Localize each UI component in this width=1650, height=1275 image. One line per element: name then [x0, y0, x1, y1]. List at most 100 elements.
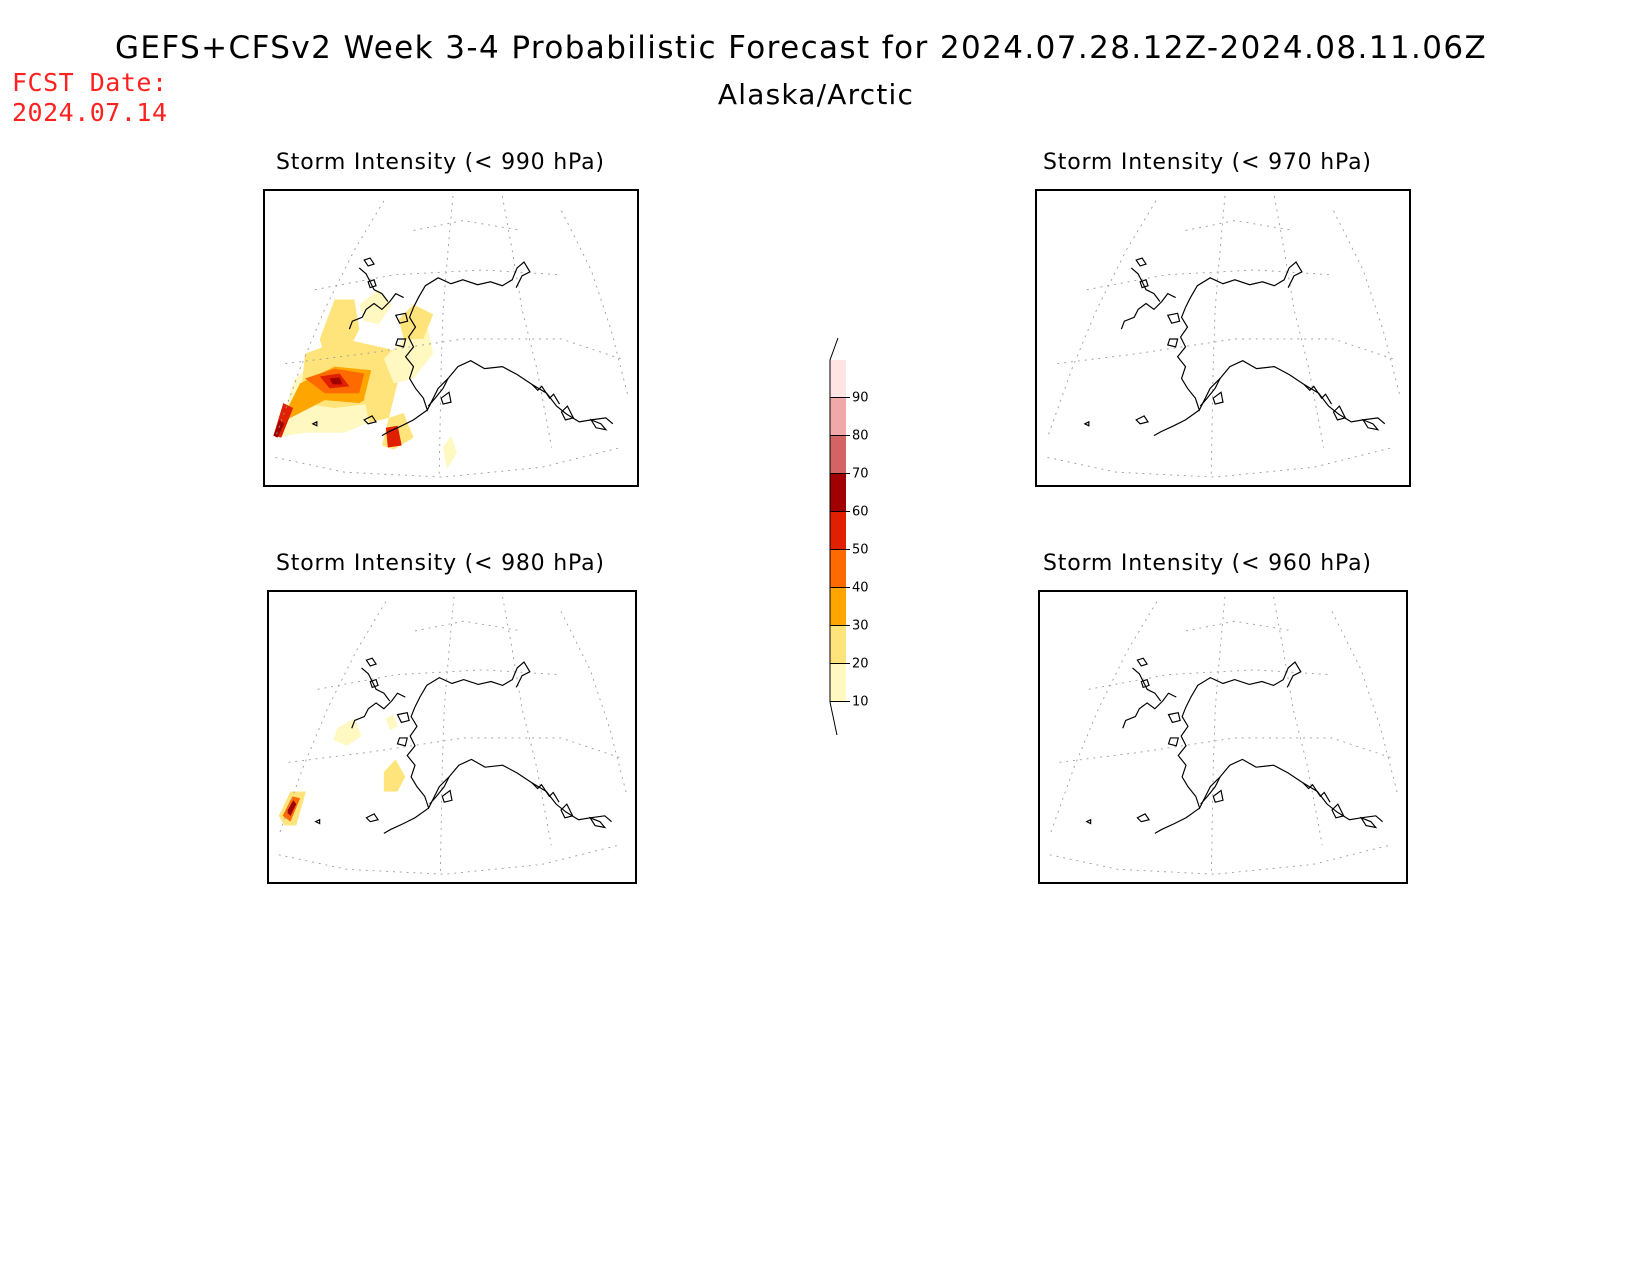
graticule-line [413, 220, 523, 231]
coastline-segment [1166, 338, 1179, 348]
graticule-line [1273, 596, 1323, 846]
map-panel-990 [263, 189, 639, 487]
coastline-segment [1166, 312, 1181, 324]
colorbar-box [830, 664, 846, 702]
graticule-line [1185, 620, 1294, 632]
coastline-segment [1154, 807, 1200, 834]
coastline-segment [427, 378, 449, 407]
coastline-segment [1139, 279, 1149, 289]
colorbar-box [830, 550, 846, 588]
graticule-line [285, 338, 621, 365]
figure-title: GEFS+CFSv2 Week 3-4 Probabilistic Foreca… [115, 30, 1488, 66]
graticule-line [502, 596, 552, 846]
coastline-segment [1135, 415, 1149, 425]
graticule-line [1046, 200, 1157, 438]
figure-subtitle: Alaska/Arctic [717, 78, 915, 111]
coastline-segment [367, 279, 377, 289]
coastline-segment [1122, 692, 1177, 729]
map-980 [278, 596, 628, 875]
probability-shading-980 [278, 714, 406, 826]
colorbar-top-end [830, 338, 846, 360]
coastline-segment [1136, 657, 1149, 667]
graticule-line [1210, 195, 1226, 478]
coastline-segment [406, 706, 612, 823]
map-970 [1046, 195, 1402, 478]
coastline-segment [1083, 420, 1090, 427]
graticule-line [1049, 601, 1158, 836]
graticule-line [1059, 737, 1391, 763]
colorbar-box [830, 398, 846, 436]
coastline-segment [589, 418, 608, 431]
graticule-line [1086, 269, 1334, 291]
colorbar-labels: 10 20 30 40 50 60 70 80 90 [830, 391, 869, 710]
forecast-date-block: FCST Date: 2024.07.14 [12, 68, 168, 128]
coastline-segment [429, 776, 450, 805]
coastline-segment [1303, 383, 1333, 405]
coastline-segment [560, 405, 575, 421]
coastline-segment [412, 261, 531, 308]
panel-title-960: Storm Intensity (< 960 hPa) [1043, 551, 1372, 576]
colorbar-tick-label: 60 [852, 505, 869, 520]
coastline-segment [531, 782, 560, 803]
coastline-segment [1332, 405, 1347, 421]
coastline-segment [351, 692, 406, 729]
map-990 [273, 195, 630, 478]
coastline-segment [1167, 737, 1179, 747]
coastline-segment [1361, 418, 1380, 431]
graticule-line [1331, 611, 1399, 797]
colorbar-tick-label: 30 [852, 619, 869, 634]
coastline-segment [1136, 813, 1150, 823]
graticule-line [317, 669, 562, 690]
graticule-line [288, 737, 620, 763]
coastline-segment [363, 415, 377, 425]
colorbar-box [830, 512, 846, 550]
coastline-segment [560, 803, 574, 819]
graticule-line [314, 269, 562, 291]
graticule-line [1088, 669, 1333, 690]
coastline-segment [396, 711, 410, 724]
map-panel-980 [267, 590, 637, 884]
coastline-segment [358, 267, 389, 302]
colorbar-box [830, 436, 846, 474]
coastline-segment [381, 409, 428, 437]
coastline-segment [1132, 667, 1162, 702]
coastline-segment [361, 667, 391, 702]
coastline-segment [311, 420, 318, 427]
probability-shading-990 [273, 289, 457, 470]
coastline-segment [404, 307, 614, 425]
graticule-line [1049, 844, 1391, 875]
coastline-segment [1167, 711, 1181, 724]
colorbar-tick-label: 70 [852, 467, 869, 482]
coastline-segment [440, 391, 452, 405]
colorbar: 10 20 30 40 50 60 70 80 90 [829, 337, 869, 735]
coastline-segment [1212, 391, 1224, 405]
forecast-date-label: FCST Date: [12, 68, 168, 97]
map-960 [1049, 596, 1399, 875]
graticule-line [1273, 195, 1325, 448]
graticule-line [501, 195, 553, 448]
coastline-segment [1199, 378, 1221, 407]
colorbar-outline [829, 337, 839, 735]
graticule-line [1333, 210, 1402, 399]
graticule-line [561, 210, 630, 399]
coastline-segment [365, 813, 379, 823]
colorbar-tick-label: 80 [852, 429, 869, 444]
coastline-segment [365, 657, 378, 667]
coastline-segment [1185, 661, 1302, 708]
panel-title-980: Storm Intensity (< 980 hPa) [276, 551, 605, 576]
map-panel-970 [1035, 189, 1411, 487]
panel-title-970: Storm Intensity (< 970 hPa) [1043, 150, 1372, 175]
coastline-segment [1177, 706, 1383, 823]
colorbar-tick-label: 10 [852, 695, 869, 710]
coastline-segment [363, 257, 375, 267]
coastline-segment [394, 312, 409, 324]
coastline-segment [1184, 261, 1303, 308]
colorbar-boxes [829, 337, 846, 735]
coastline-980 [278, 596, 628, 875]
coastline-segment [1153, 409, 1200, 437]
coastline-segment [1140, 678, 1150, 689]
graticule-line [1210, 596, 1226, 875]
coastline-segment [383, 807, 429, 834]
coastline-segment [369, 678, 379, 689]
coastline-segment [394, 338, 407, 348]
